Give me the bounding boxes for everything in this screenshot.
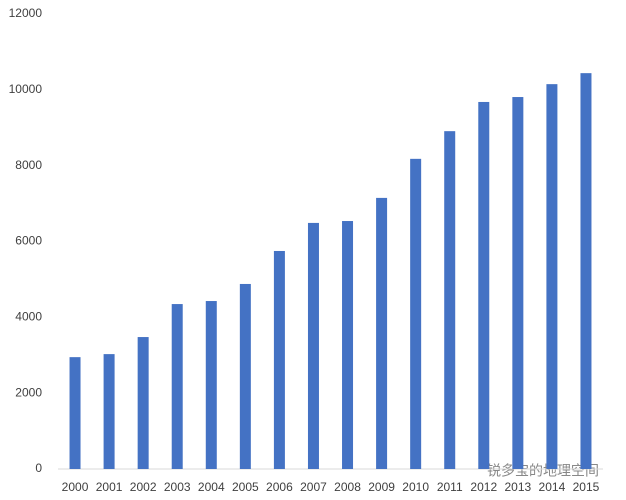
x-tick-label: 2002 <box>130 480 157 494</box>
x-tick-label: 2000 <box>62 480 89 494</box>
y-tick-label: 8000 <box>15 158 42 172</box>
x-tick-label: 2014 <box>539 480 566 494</box>
bar <box>69 357 81 469</box>
x-tick-label: 2004 <box>198 480 225 494</box>
bar <box>478 101 490 469</box>
y-tick-label: 4000 <box>15 310 42 324</box>
y-tick-label: 10000 <box>9 82 43 96</box>
x-tick-label: 2003 <box>164 480 191 494</box>
x-tick-label: 2008 <box>334 480 361 494</box>
x-tick-label: 2005 <box>232 480 259 494</box>
bar <box>376 197 388 470</box>
x-tick-label: 2012 <box>470 480 497 494</box>
bar <box>307 222 319 469</box>
bar <box>205 301 217 469</box>
bar <box>342 221 354 469</box>
bar <box>273 250 285 469</box>
bar <box>512 97 524 469</box>
x-tick-label: 2006 <box>266 480 293 494</box>
x-tick-label: 2015 <box>573 480 600 494</box>
x-tick-label: 2001 <box>96 480 123 494</box>
bar <box>171 304 183 469</box>
x-tick-label: 2013 <box>504 480 531 494</box>
x-tick-label: 2007 <box>300 480 327 494</box>
bar <box>137 337 149 469</box>
y-tick-label: 12000 <box>9 6 43 20</box>
y-tick-label: 2000 <box>15 385 42 399</box>
x-tick-label: 2010 <box>402 480 429 494</box>
x-tick-label: 2011 <box>437 480 463 494</box>
bar <box>444 131 456 469</box>
bar <box>546 84 558 469</box>
bar <box>580 73 592 470</box>
y-tick-label: 0 <box>35 461 42 475</box>
bar <box>103 354 115 469</box>
bar <box>410 158 422 469</box>
y-tick-label: 6000 <box>15 234 42 248</box>
bar <box>239 283 251 469</box>
x-tick-label: 2009 <box>368 480 395 494</box>
